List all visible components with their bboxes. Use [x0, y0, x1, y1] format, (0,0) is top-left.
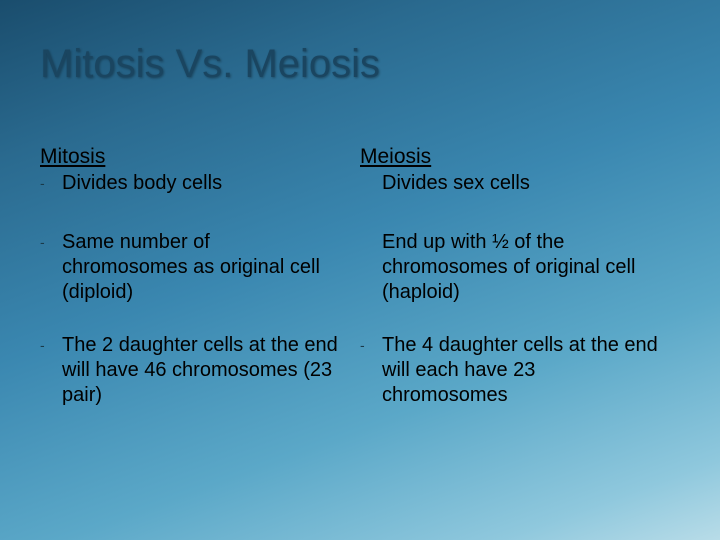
bullet-icon: -: [40, 333, 62, 408]
column-header-meiosis: Meiosis: [360, 145, 660, 169]
list-item: End up with ½ of the chromosomes of orig…: [360, 230, 660, 305]
list-item: Divides sex cells: [360, 171, 660, 196]
column-header-mitosis: Mitosis: [40, 145, 340, 169]
slide-title: Mitosis Vs. Meiosis: [40, 42, 380, 87]
content-area: Mitosis - Divides body cells - Same numb…: [40, 145, 680, 436]
point-text: End up with ½ of the chromosomes of orig…: [382, 230, 660, 305]
point-text: Same number of chromosomes as original c…: [62, 230, 340, 305]
point-text: The 4 daughter cells at the end will eac…: [382, 333, 660, 408]
point-text: Divides sex cells: [382, 171, 660, 196]
bullet-icon: -: [40, 171, 62, 196]
bullet-icon: -: [40, 230, 62, 305]
list-item: - Divides body cells: [40, 171, 340, 196]
list-item: - The 2 daughter cells at the end will h…: [40, 333, 340, 408]
bullet-icon: [360, 230, 382, 305]
bullet-icon: [360, 171, 382, 196]
left-column: Mitosis - Divides body cells - Same numb…: [40, 145, 360, 436]
point-text: Divides body cells: [62, 171, 340, 196]
list-item: - Same number of chromosomes as original…: [40, 230, 340, 305]
list-item: - The 4 daughter cells at the end will e…: [360, 333, 660, 408]
right-column: Meiosis Divides sex cells End up with ½ …: [360, 145, 680, 436]
bullet-icon: -: [360, 333, 382, 408]
point-text: The 2 daughter cells at the end will hav…: [62, 333, 340, 408]
